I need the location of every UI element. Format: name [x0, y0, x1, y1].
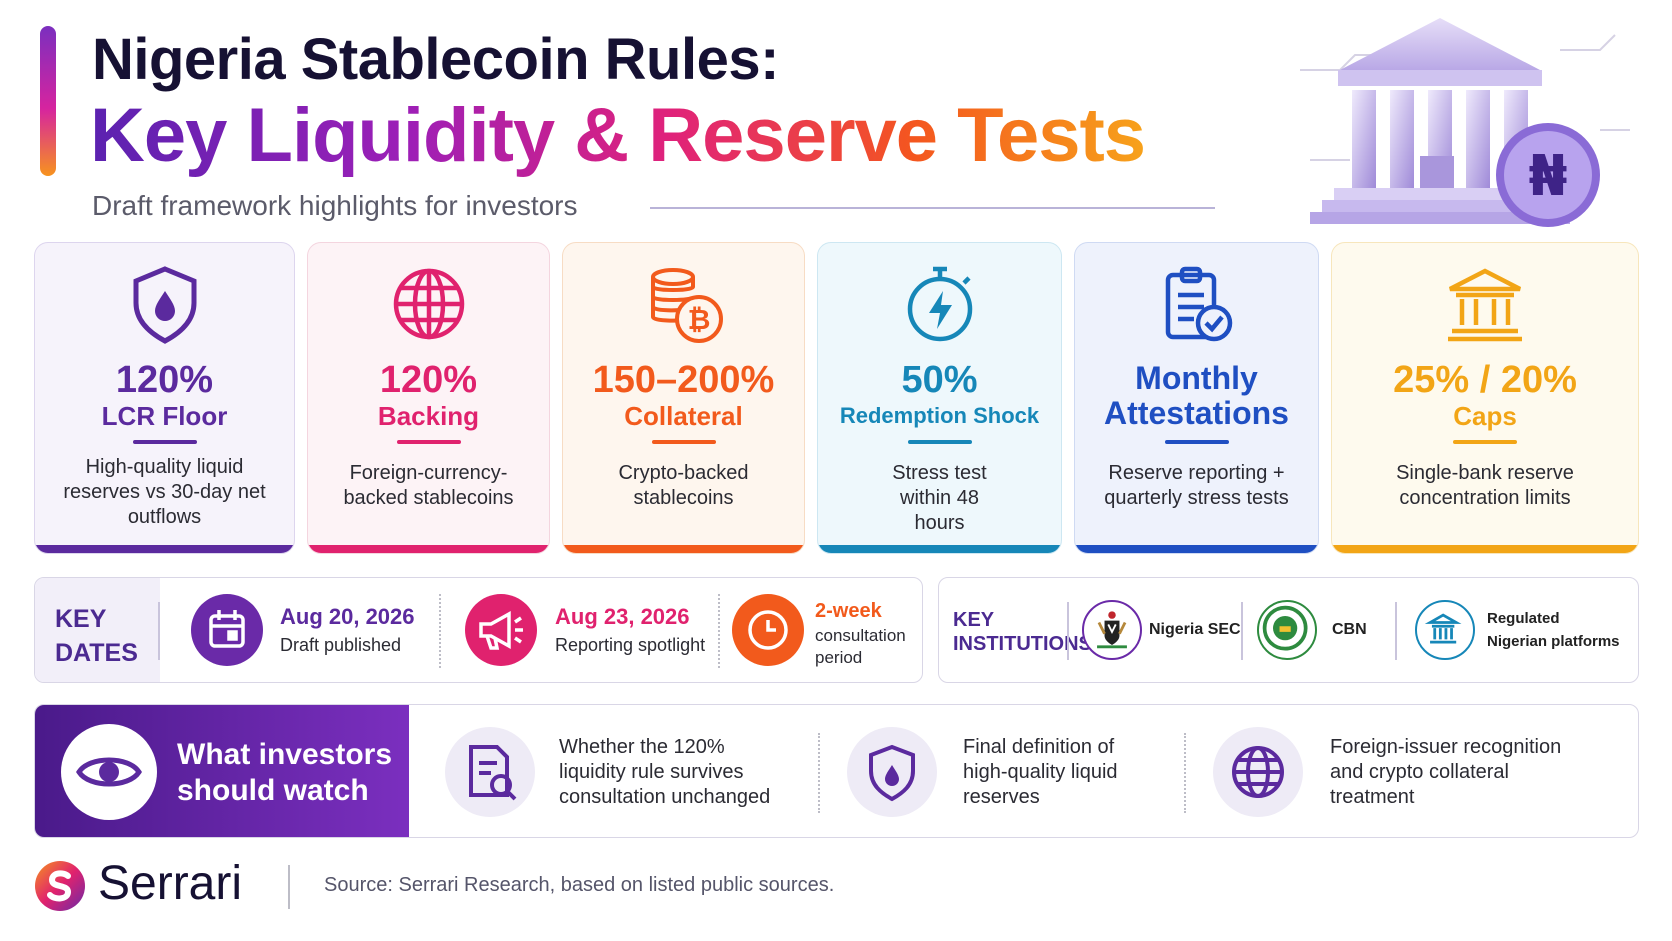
card-footer-bar — [35, 545, 294, 553]
date-value: Aug 23, 2026 — [555, 604, 690, 629]
bank-building-illustration: ₦ — [1300, 18, 1630, 227]
shield-droplet-icon — [133, 266, 196, 344]
nigeria-coat-of-arms-icon — [1082, 600, 1142, 660]
card-value: Monthly Attestations — [1104, 360, 1289, 431]
footer-divider — [288, 865, 290, 909]
card-footer-bar — [1075, 545, 1318, 553]
brand-name: Serrari — [98, 857, 243, 910]
watch-header: What investors should watch — [35, 705, 409, 837]
key-dates-panel: KEY DATES Aug 20, 2026 Draft published Au… — [34, 577, 923, 683]
card-divider — [651, 440, 716, 444]
card-description: Single-bank reserve concentration limits — [1396, 462, 1574, 509]
page-title-line1: Nigeria Stablecoin Rules: — [92, 27, 779, 92]
card-description: Crypto-backed stablecoins — [618, 462, 749, 509]
bank-icon — [1415, 600, 1475, 660]
naira-coin-symbol: ₦ — [1529, 144, 1568, 209]
eye-icon — [61, 724, 157, 820]
shield-droplet-icon — [847, 727, 937, 817]
key-institutions-label: KEY INSTITUTIONS — [953, 609, 1092, 655]
card-divider — [1164, 440, 1229, 444]
document-search-icon — [445, 727, 535, 817]
card-footer-bar — [563, 545, 804, 553]
card-label: Backing — [377, 401, 480, 431]
card-footer-bar — [1332, 545, 1638, 553]
card-lcr-floor: 120% LCR Floor High-quality liquid reser… — [34, 242, 295, 554]
watch-item-text: Whether the 120% liquidity rule survives… — [559, 736, 771, 808]
globe-icon — [1213, 727, 1303, 817]
institution-name: CBN — [1332, 621, 1367, 638]
card-description: Reserve reporting + quarterly stress tes… — [1104, 462, 1289, 509]
card-label: Redemption Shock — [839, 403, 1040, 428]
card-redemption-shock: 50% Redemption Shock Stress test within … — [817, 242, 1062, 554]
watch-item-text: Foreign-issuer recognition and crypto co… — [1330, 736, 1562, 808]
card-divider — [396, 440, 461, 444]
card-footer-bar — [308, 545, 549, 553]
institution-name-line2: Nigerian platforms — [1487, 633, 1620, 650]
card-collateral: ₿ 150–200% Collateral Crypto-backed stab… — [562, 242, 805, 554]
svg-text:₿: ₿ — [687, 303, 710, 336]
stopwatch-bolt-icon — [907, 266, 972, 342]
watch-panel: What investors should watch Whether the 1… — [34, 704, 1639, 838]
watch-title: What investors should watch — [177, 738, 393, 807]
coins-bitcoin-icon: ₿ — [650, 268, 723, 343]
card-divider — [1453, 440, 1517, 444]
card-value: 25% / 20% — [1393, 359, 1577, 401]
card-description: Stress test within 48 hours — [892, 462, 987, 534]
card-label: LCR Floor — [101, 401, 228, 431]
date-value: Aug 20, 2026 — [280, 604, 415, 629]
clipboard-check-icon — [1165, 266, 1232, 342]
card-monthly-attestations: Monthly Attestations Reserve reporting +… — [1074, 242, 1319, 554]
date-caption: Reporting spotlight — [555, 635, 706, 655]
page-title-line2: Key Liquidity & Reserve Tests — [90, 93, 1146, 178]
key-institutions-panel: KEY INSTITUTIONS Nigeria SEC CBN Regulate… — [938, 577, 1639, 683]
card-divider — [132, 440, 197, 444]
key-dates-label: KEY DATES — [35, 578, 160, 682]
card-value: 120% — [115, 359, 214, 401]
megaphone-icon — [465, 594, 537, 666]
source-note: Source: Serrari Research, based on liste… — [324, 874, 835, 896]
card-value: 50% — [901, 359, 978, 401]
date-value: 2-week — [815, 600, 882, 622]
card-value: 120% — [379, 359, 478, 401]
cbn-seal-icon — [1257, 600, 1317, 660]
date-caption-line2: period — [815, 648, 863, 667]
globe-icon — [393, 268, 464, 340]
card-value: 150–200% — [592, 359, 775, 401]
card-description: High-quality liquid reserves vs 30-day n… — [63, 456, 266, 528]
serrari-logo-icon — [35, 861, 85, 911]
calendar-icon — [191, 594, 263, 666]
card-caps: 25% / 20% Caps Single-bank reserve conce… — [1331, 242, 1639, 554]
card-label: Caps — [1453, 401, 1517, 431]
card-backing: 120% Backing Foreign-currency-backed sta… — [307, 242, 550, 554]
clock-icon — [732, 594, 804, 666]
card-label: Collateral — [624, 401, 743, 431]
institution-name: Nigeria SEC — [1149, 621, 1241, 638]
date-caption: Draft published — [280, 635, 402, 655]
subtitle-divider — [650, 207, 1215, 209]
card-divider — [907, 440, 972, 444]
page-subtitle: Draft framework highlights for investors — [92, 190, 578, 221]
card-description: Foreign-currency-backed stablecoins — [343, 462, 514, 509]
watch-item-text: Final definition of high-quality liquid … — [963, 736, 1118, 808]
institution-name-line1: Regulated — [1487, 610, 1560, 627]
date-caption-line1: consultation — [815, 626, 906, 645]
bank-icon — [1448, 268, 1522, 342]
title-accent-bar — [40, 26, 56, 176]
card-footer-bar — [818, 545, 1061, 553]
